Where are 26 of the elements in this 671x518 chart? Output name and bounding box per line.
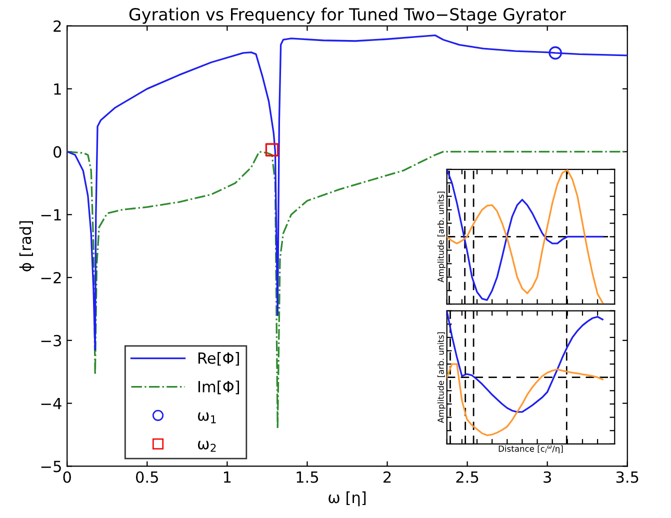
y-tick-label: 1	[54, 83, 61, 95]
y-tick-label: −4	[41, 398, 62, 410]
y-axis-title: ϕ [rad]	[19, 221, 34, 272]
x-tick-label: 3.5	[616, 471, 638, 483]
y-tick-label: 0	[54, 146, 62, 158]
y-tick-label: 2	[54, 20, 61, 32]
legend-label: Re[Φ]	[198, 352, 239, 366]
y-axis-title: Amplitude [arb. units]	[437, 192, 446, 282]
legend-label: Im[Φ]	[198, 380, 239, 394]
y-axis-title: Amplitude [arb. units]	[437, 332, 446, 424]
x-tick-label: 1.5	[296, 472, 318, 483]
x-tick-label: 2.5	[456, 471, 478, 483]
x-tick-label: 1	[224, 472, 231, 483]
chart-title: Gyration vs Frequency for Tuned Two−Stage Gyrator	[129, 8, 566, 24]
y-tick-label: −5	[41, 460, 61, 472]
x-axis-title: ω [η]	[328, 491, 366, 506]
x-tick-label: 3	[544, 471, 551, 483]
legend-label: ω$_{1}$	[198, 412, 216, 424]
x-tick-label: 0.5	[136, 471, 158, 483]
y-tick-label: −1	[41, 209, 61, 220]
x-tick-label: 0	[63, 471, 71, 483]
legend-label: ω$_{2}$	[198, 440, 216, 452]
x-tick-label: 2	[384, 471, 391, 483]
x-axis-title: Distance [c$_{l}$$^{ω}$/η]	[498, 445, 563, 454]
y-tick-label: −3	[41, 334, 62, 346]
y-tick-label: −2	[41, 272, 61, 284]
